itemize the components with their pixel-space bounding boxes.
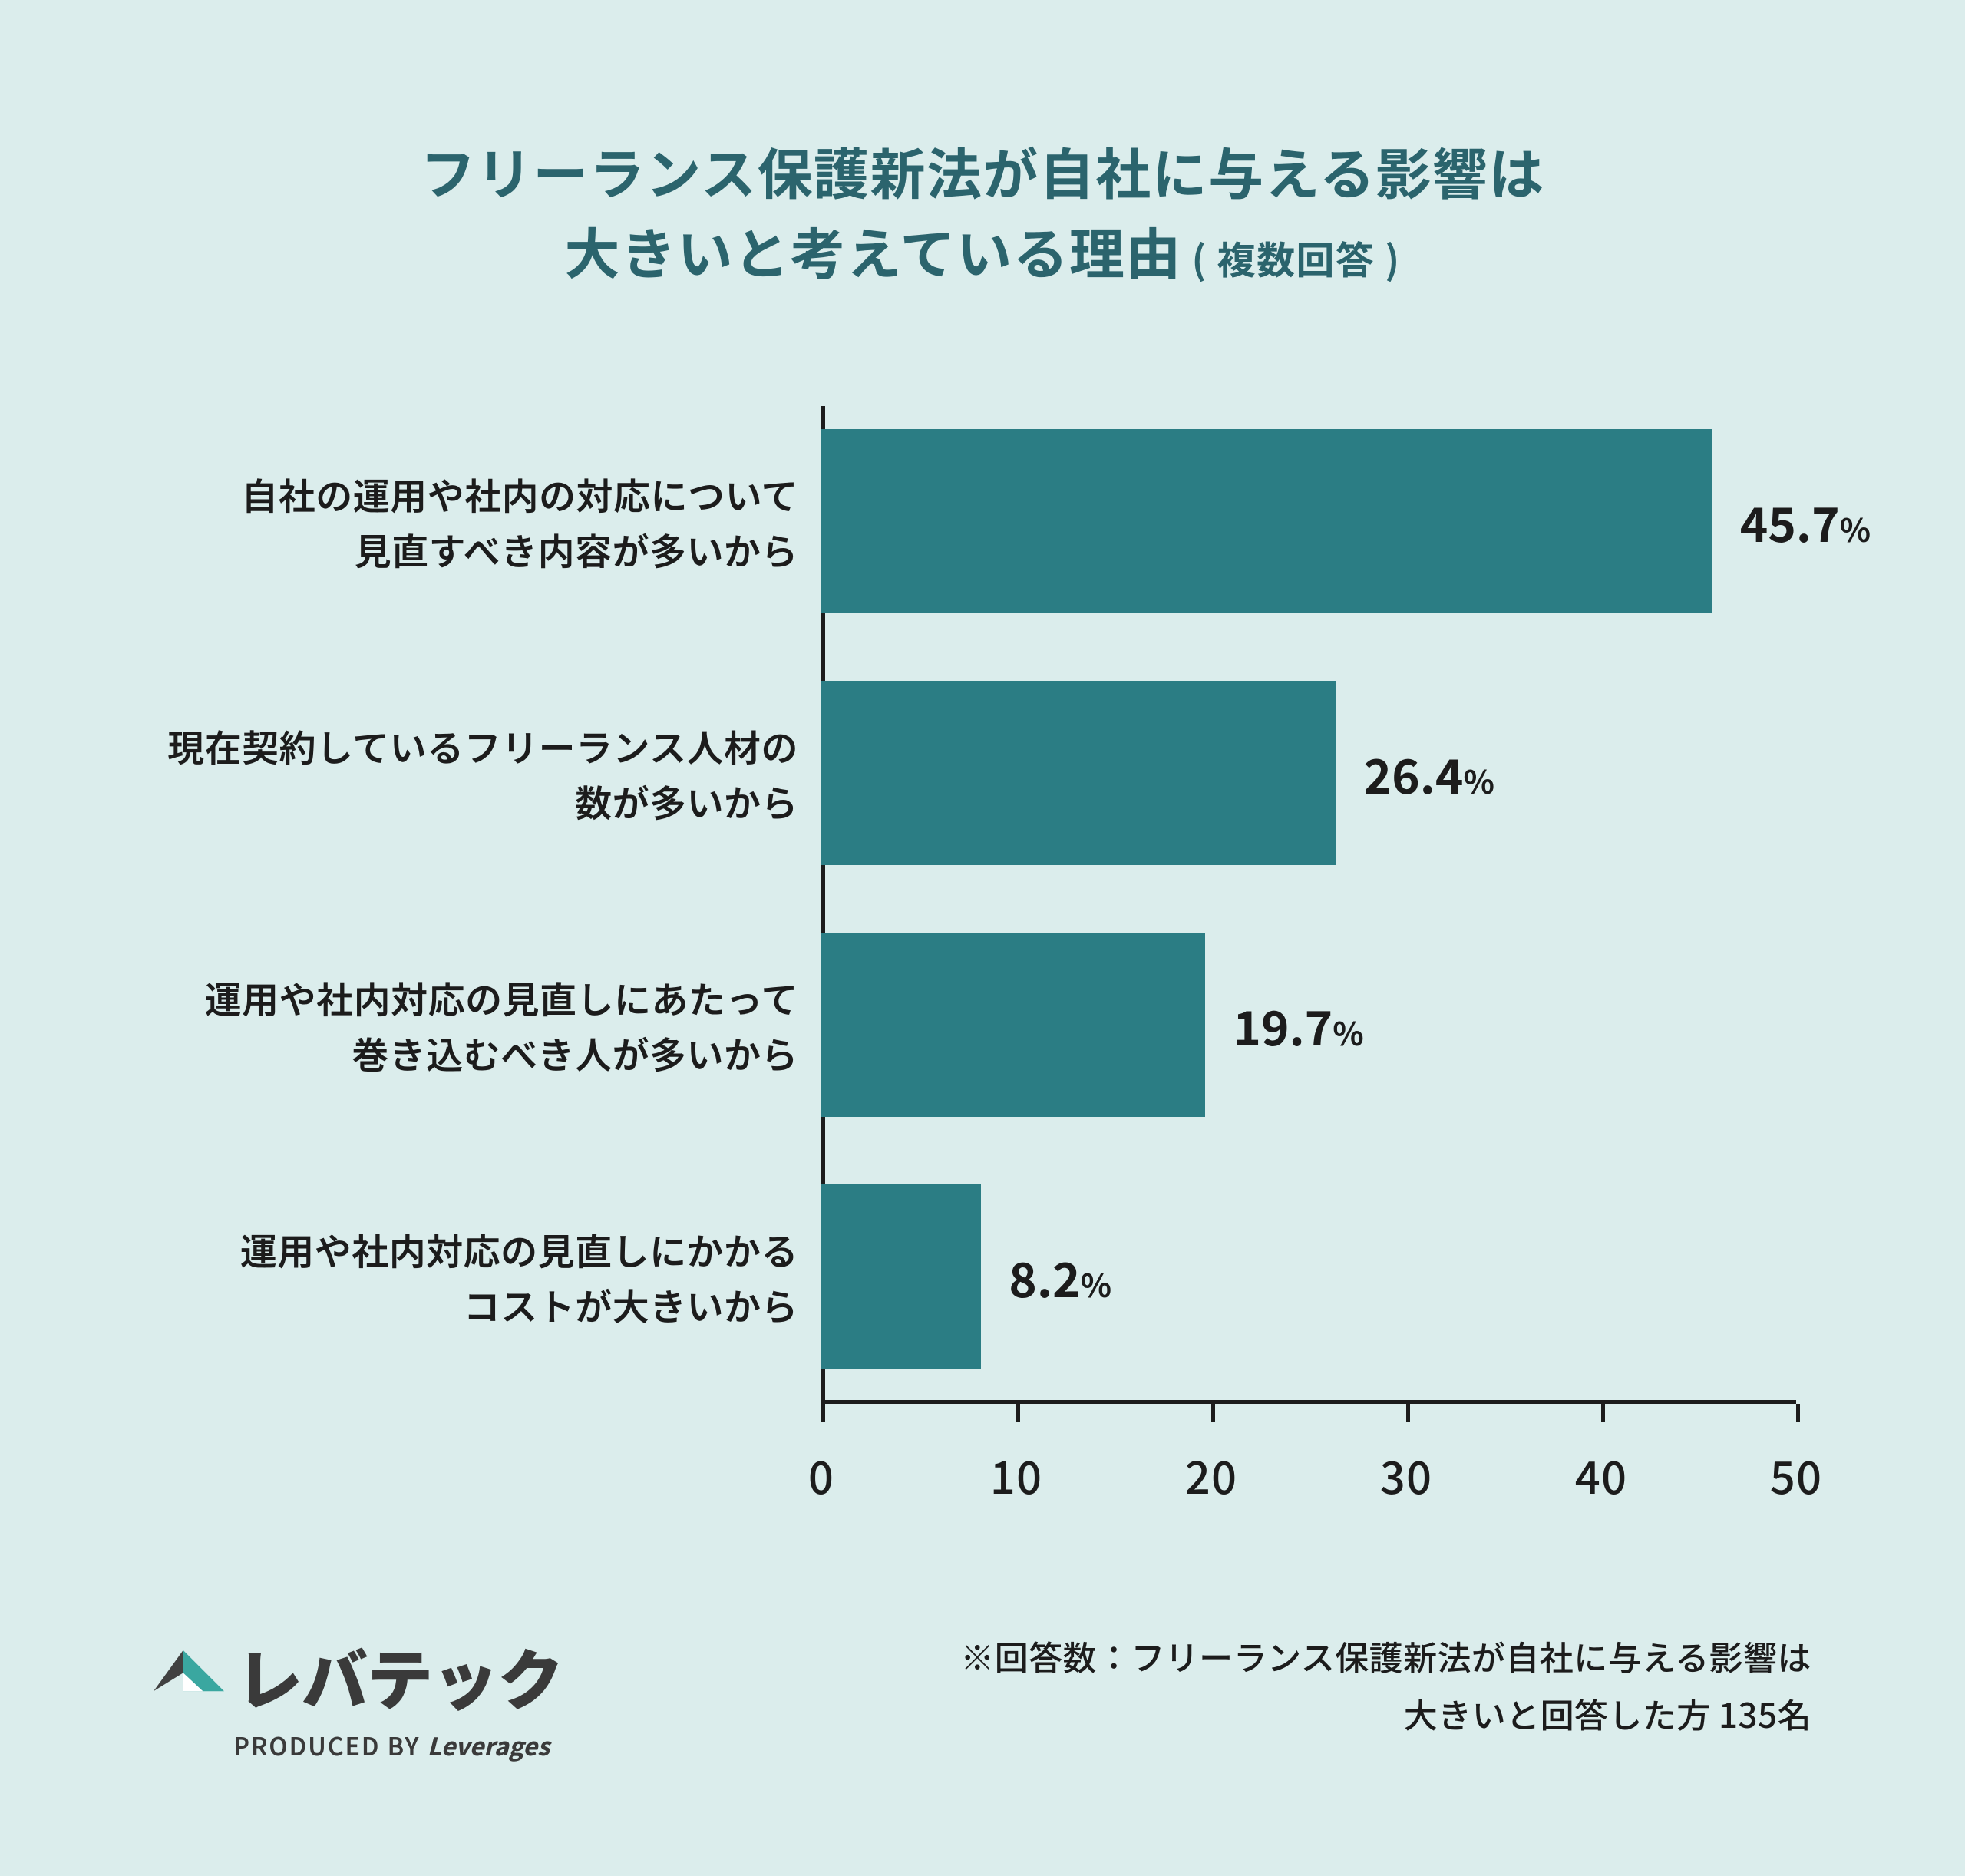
bar-value: 19.7%: [1233, 990, 1363, 1059]
x-tick-label: 10: [990, 1442, 1042, 1507]
footnote: ※回答数：フリーランス保護新法が自社に与える影響は 大きいと回答した方 135名: [960, 1627, 1811, 1742]
brand-sub-company: Leverages: [428, 1728, 550, 1763]
x-tick-mark: [1211, 1404, 1215, 1422]
bar-row: 26.4%: [821, 681, 1494, 865]
bar-label-line2: 巻き込むべき人が多いから: [205, 1025, 798, 1080]
chart-title: フリーランス保護新法が自社に与える影響は 大きいと考えている理由 ( 複数回答 …: [154, 130, 1811, 291]
bar-label-line1: 運用や社内対応の見直しにかかる: [240, 1221, 798, 1277]
logo-shape-dark: [154, 1650, 183, 1690]
brand-name: レバテック: [236, 1627, 563, 1723]
bar-label: 現在契約しているフリーランス人材の数が多いから: [154, 681, 821, 865]
y-axis-labels: 自社の運用や社内の対応について見直すべき内容が多いから現在契約しているフリーラン…: [154, 406, 821, 1404]
x-tick-label: 30: [1380, 1442, 1432, 1507]
chart: 自社の運用や社内の対応について見直すべき内容が多いから現在契約しているフリーラン…: [154, 406, 1811, 1404]
bar: [821, 933, 1205, 1117]
bar-label-line2: 見直すべき内容が多いから: [241, 521, 798, 576]
bar-row: 8.2%: [821, 1184, 1111, 1369]
x-tick-mark: [1796, 1404, 1800, 1422]
footnote-line-2: 大きいと回答した方 135名: [960, 1685, 1811, 1742]
brand-sub-prefix: PRODUCED BY: [233, 1728, 420, 1763]
brand-block: レバテック PRODUCED BY Leverages: [154, 1627, 563, 1763]
bar-label: 運用や社内対応の見直しにかかるコストが大きいから: [154, 1184, 821, 1369]
x-tick-mark: [1406, 1404, 1410, 1422]
bar-value: 26.4%: [1364, 738, 1494, 808]
x-tick-mark: [1016, 1404, 1020, 1422]
bar-label: 自社の運用や社内の対応について見直すべき内容が多いから: [154, 429, 821, 613]
x-tick-label: 0: [808, 1442, 834, 1507]
bar-label-line1: 運用や社内対応の見直しにあたって: [205, 969, 798, 1025]
brand-top-row: レバテック: [154, 1627, 563, 1723]
title-line-2-main: 大きいと考えている理由: [564, 210, 1181, 290]
bar-label-line1: 自社の運用や社内の対応について: [241, 466, 798, 521]
bar-value: 8.2%: [1009, 1242, 1111, 1311]
bar-label-line2: コストが大きいから: [240, 1277, 798, 1332]
page-root: フリーランス保護新法が自社に与える影響は 大きいと考えている理由 ( 複数回答 …: [0, 0, 1965, 1876]
x-tick-label: 50: [1770, 1442, 1822, 1507]
footer: レバテック PRODUCED BY Leverages ※回答数：フリーランス保…: [154, 1627, 1811, 1763]
bar-label: 運用や社内対応の見直しにあたって巻き込むべき人が多いから: [154, 933, 821, 1117]
brand-subtitle: PRODUCED BY Leverages: [233, 1728, 550, 1763]
bar: [821, 681, 1336, 865]
plot-area: 45.7%26.4%19.7%8.2% 01020304050: [821, 406, 1796, 1404]
brand-logo-icon: [154, 1640, 224, 1711]
bar: [821, 1184, 981, 1369]
title-line-1: フリーランス保護新法が自社に与える影響は: [154, 130, 1811, 210]
x-tick-mark: [1601, 1404, 1605, 1422]
bar: [821, 429, 1712, 613]
footnote-line-1: ※回答数：フリーランス保護新法が自社に与える影響は: [960, 1627, 1811, 1685]
bar-row: 19.7%: [821, 933, 1364, 1117]
bar-row: 45.7%: [821, 429, 1871, 613]
bar-label-line2: 数が多いから: [167, 773, 798, 828]
title-line-2-sub: ( 複数回答 ): [1182, 230, 1401, 286]
x-axis-line: [821, 1400, 1796, 1404]
x-tick-mark: [821, 1404, 825, 1422]
x-tick-label: 40: [1575, 1442, 1627, 1507]
bar-label-line1: 現在契約しているフリーランス人材の: [167, 718, 798, 773]
x-tick-label: 20: [1185, 1442, 1237, 1507]
bar-value: 45.7%: [1740, 487, 1871, 556]
title-line-2: 大きいと考えている理由 ( 複数回答 ): [154, 210, 1811, 290]
